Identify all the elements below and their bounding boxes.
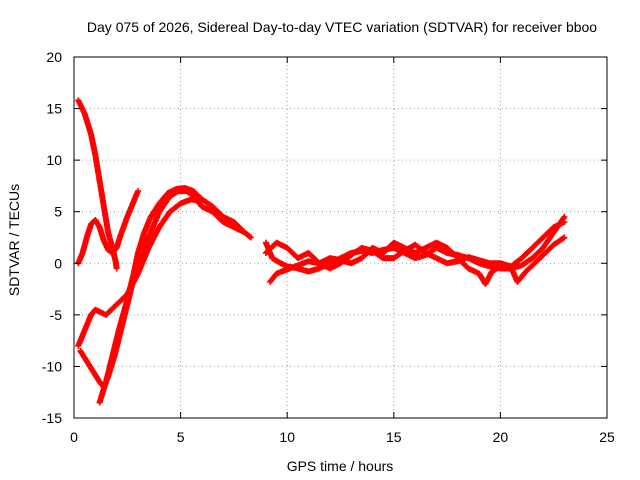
y-tick-label: 10 — [46, 152, 62, 168]
data-point — [561, 219, 568, 226]
x-tick-label: 25 — [599, 429, 615, 445]
data-point — [561, 234, 568, 241]
plot-frame — [73, 56, 608, 419]
x-tick-label: 0 — [70, 429, 78, 445]
data-point — [134, 188, 141, 195]
data-point — [246, 233, 253, 240]
y-tick-label: 15 — [46, 101, 62, 117]
data-point — [113, 265, 120, 272]
y-tick-label: -15 — [42, 410, 62, 426]
trace-2 — [75, 188, 141, 267]
x-tick-label: 10 — [279, 429, 295, 445]
y-axis-label: SDTVAR / TECUs — [6, 184, 22, 296]
data-point — [241, 229, 248, 236]
data-point — [561, 213, 568, 220]
y-tick-label: -10 — [42, 358, 62, 374]
y-tick-label: -5 — [50, 307, 63, 323]
trace-5 — [96, 184, 248, 406]
axis-ticks: 0 5 10 15 20 25 -15 -10 -5 0 5 10 15 20 — [42, 49, 615, 445]
x-tick-label: 20 — [493, 429, 509, 445]
trace-8 — [262, 219, 568, 272]
data-points — [75, 97, 568, 406]
data-point — [247, 234, 254, 241]
x-axis-label: GPS time / hours — [287, 458, 394, 474]
x-tick-label: 5 — [177, 429, 185, 445]
data-point — [560, 235, 567, 242]
y-tick-label: 5 — [54, 204, 62, 220]
y-tick-label: 0 — [54, 255, 62, 271]
y-tick-label: 20 — [46, 49, 62, 65]
grid — [74, 57, 607, 418]
chart-title: Day 075 of 2026, Sidereal Day-to-day VTE… — [87, 19, 597, 35]
data-point — [240, 228, 247, 235]
x-tick-label: 15 — [386, 429, 402, 445]
